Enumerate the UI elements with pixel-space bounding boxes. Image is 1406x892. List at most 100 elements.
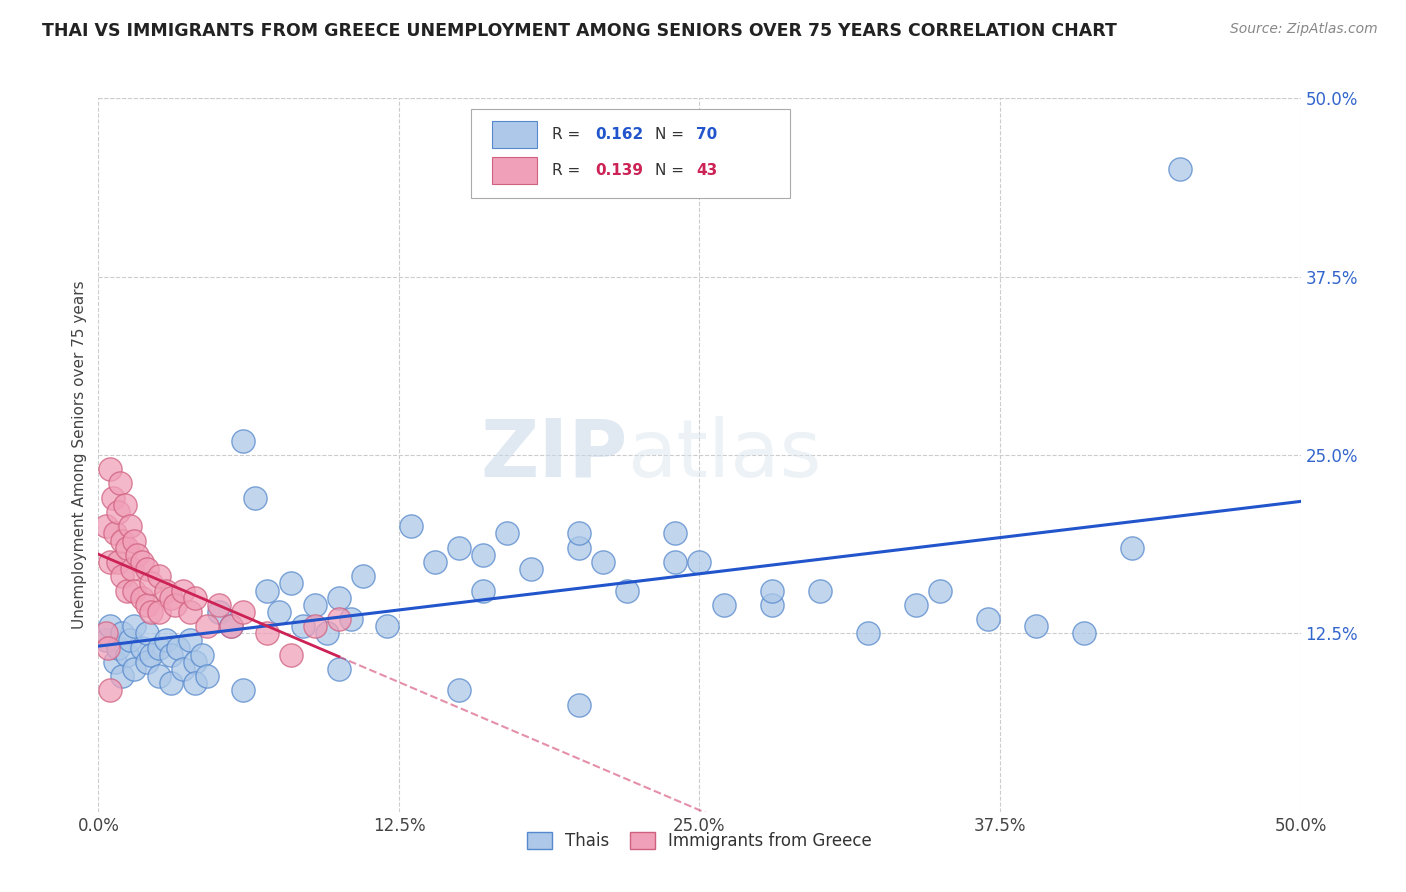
Point [131,640,153,655]
FancyBboxPatch shape [471,109,790,198]
Text: R =: R = [551,127,585,142]
Point [166,640,188,655]
Point [141,648,163,662]
Point [100,683,122,698]
Y-axis label: Unemployment Among Seniors over 75 years: Unemployment Among Seniors over 75 years [72,281,87,629]
Point [155,633,177,648]
Point [232,683,254,698]
Point [183,655,205,669]
Point [315,626,337,640]
Text: N =: N = [655,162,689,178]
FancyBboxPatch shape [492,121,537,148]
Point [375,619,398,633]
Point [172,583,194,598]
Point [107,505,129,519]
Point [340,612,363,626]
Point [124,662,146,676]
Point [124,583,146,598]
Point [111,569,134,583]
Point [111,533,134,548]
Point [148,669,170,683]
Point [256,626,278,640]
Point [159,648,181,662]
Point [568,526,591,541]
Point [135,655,157,669]
Point [100,619,122,633]
Point [280,576,302,591]
Point [107,640,129,655]
Point [472,583,495,598]
Point [1170,162,1192,177]
Point [447,683,470,698]
Point [155,583,177,598]
Point [447,541,470,555]
Point [183,591,205,605]
Point [104,655,127,669]
Point [172,662,194,676]
Point [135,598,157,612]
Point [399,519,422,533]
Point [423,555,446,569]
FancyBboxPatch shape [492,157,537,184]
Point [135,562,157,576]
Point [713,598,735,612]
Point [165,598,187,612]
Point [1073,626,1095,640]
Point [291,619,314,633]
Point [121,562,143,576]
Text: 70: 70 [696,127,717,142]
Point [148,569,170,583]
Point [131,591,153,605]
Point [111,669,134,683]
Point [117,583,139,598]
Point [219,619,242,633]
Point [118,519,141,533]
Text: Source: ZipAtlas.com: Source: ZipAtlas.com [1230,22,1378,37]
Point [117,648,139,662]
Point [592,555,614,569]
Point [256,583,278,598]
Point [208,598,231,612]
Point [904,598,927,612]
Point [183,676,205,690]
Point [219,619,242,633]
Point [352,569,374,583]
Point [125,548,148,562]
Point [689,555,711,569]
Point [179,605,201,619]
Point [496,526,519,541]
Point [328,612,350,626]
Text: THAI VS IMMIGRANTS FROM GREECE UNEMPLOYMENT AMONG SENIORS OVER 75 YEARS CORRELAT: THAI VS IMMIGRANTS FROM GREECE UNEMPLOYM… [42,22,1116,40]
Point [141,605,163,619]
Point [100,555,122,569]
Point [94,519,117,533]
Point [520,562,543,576]
Text: R =: R = [551,162,585,178]
Point [104,526,127,541]
Point [97,640,120,655]
Point [118,633,141,648]
Point [232,434,254,448]
Point [159,676,181,690]
Point [101,491,124,505]
Point [232,605,254,619]
Point [616,583,638,598]
Point [664,526,686,541]
Point [280,648,302,662]
Point [195,619,218,633]
Point [808,583,831,598]
Point [977,612,1000,626]
Text: 0.162: 0.162 [595,127,643,142]
Point [124,619,146,633]
Point [208,605,231,619]
Point [472,548,495,562]
Text: N =: N = [655,127,689,142]
Point [267,605,290,619]
Point [111,626,134,640]
Text: ZIP: ZIP [479,416,627,494]
Point [117,541,139,555]
Point [141,576,163,591]
Text: atlas: atlas [627,416,821,494]
Point [1025,619,1047,633]
Point [148,640,170,655]
